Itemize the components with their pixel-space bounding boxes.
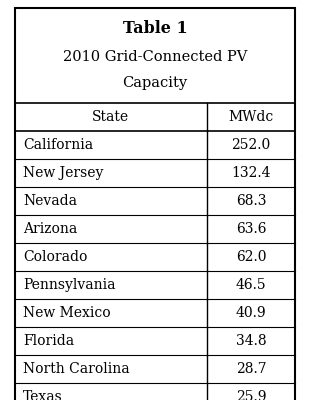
Text: New Mexico: New Mexico bbox=[23, 306, 111, 320]
Text: Arizona: Arizona bbox=[23, 222, 77, 236]
Text: North Carolina: North Carolina bbox=[23, 362, 130, 376]
Text: New Jersey: New Jersey bbox=[23, 166, 103, 180]
Text: State: State bbox=[92, 110, 130, 124]
Text: 68.3: 68.3 bbox=[236, 194, 266, 208]
Text: Nevada: Nevada bbox=[23, 194, 77, 208]
Text: California: California bbox=[23, 138, 93, 152]
Text: 62.0: 62.0 bbox=[236, 250, 266, 264]
Text: 28.7: 28.7 bbox=[236, 362, 266, 376]
Text: Florida: Florida bbox=[23, 334, 74, 348]
Text: 34.8: 34.8 bbox=[236, 334, 266, 348]
Text: 252.0: 252.0 bbox=[231, 138, 271, 152]
Text: 40.9: 40.9 bbox=[236, 306, 266, 320]
Text: Capacity: Capacity bbox=[122, 76, 188, 90]
Text: 63.6: 63.6 bbox=[236, 222, 266, 236]
Text: Pennsylvania: Pennsylvania bbox=[23, 278, 116, 292]
Text: MWdc: MWdc bbox=[228, 110, 273, 124]
Text: 132.4: 132.4 bbox=[231, 166, 271, 180]
Text: Texas: Texas bbox=[23, 390, 63, 400]
Text: Colorado: Colorado bbox=[23, 250, 87, 264]
Text: Table 1: Table 1 bbox=[123, 20, 187, 37]
Text: 25.9: 25.9 bbox=[236, 390, 266, 400]
Text: 2010 Grid-Connected PV: 2010 Grid-Connected PV bbox=[63, 50, 247, 64]
Text: 46.5: 46.5 bbox=[236, 278, 266, 292]
